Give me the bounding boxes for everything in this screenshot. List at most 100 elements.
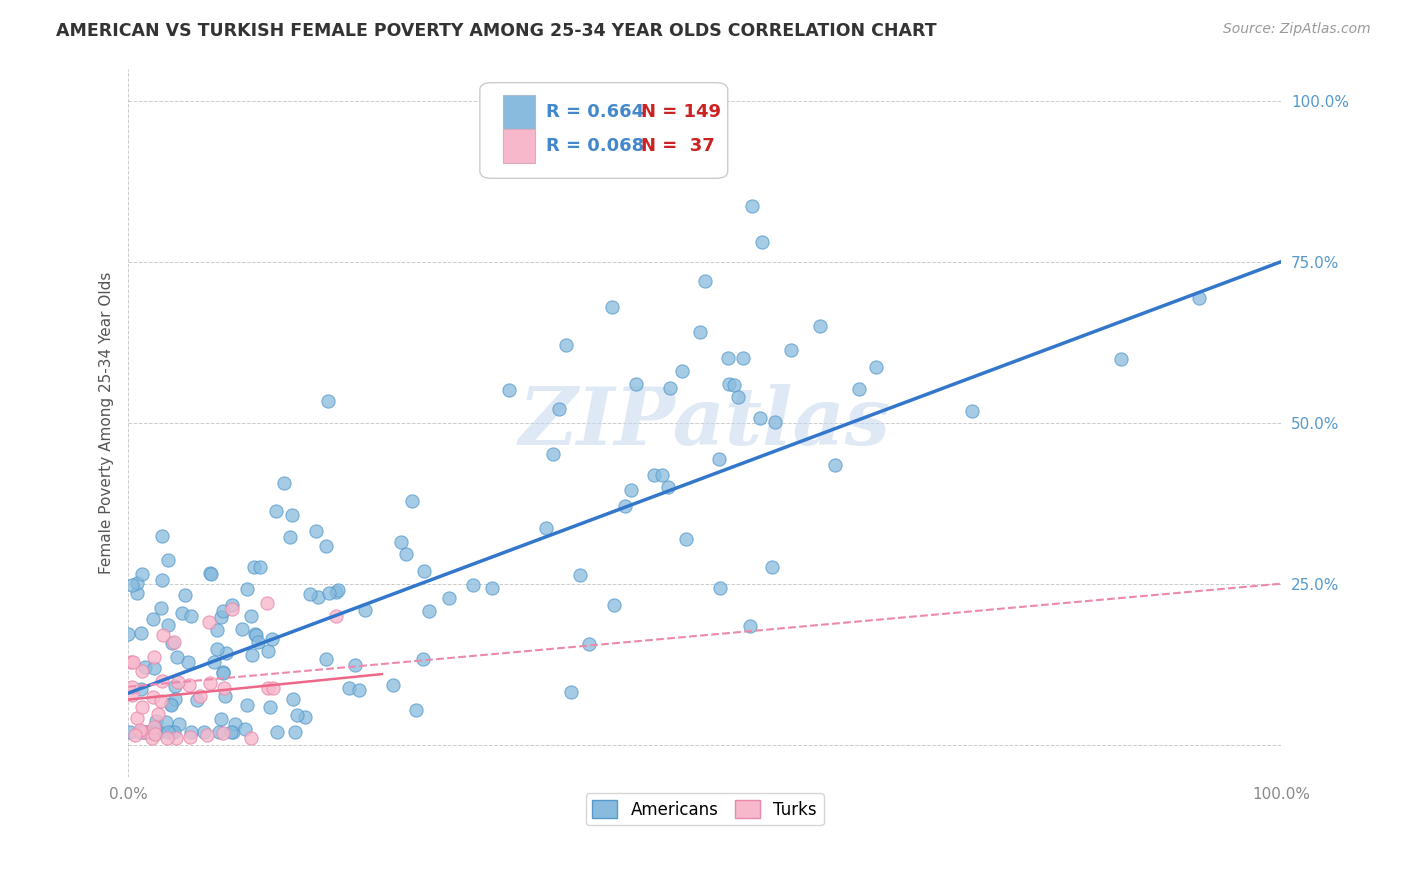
Point [243,559,266,574]
Point [437,591,460,605]
Point [246,635,269,649]
Point [134,724,156,739]
Point [763,415,786,429]
Point [354,603,377,617]
Point [120,655,142,669]
Point [602,598,624,612]
Point [602,300,624,314]
Point [186,693,208,707]
Point [212,681,235,695]
Point [240,731,263,746]
Point [143,661,166,675]
Point [717,351,740,366]
Point [305,524,328,538]
Point [717,377,740,392]
Point [624,377,647,392]
Point [395,547,418,561]
Point [281,692,304,706]
Point [689,325,711,339]
Point [325,585,347,599]
Point [155,714,177,729]
Point [198,676,221,690]
Point [131,665,153,679]
Point [211,712,233,726]
Point [198,615,221,630]
Point [163,679,186,693]
Point [202,656,225,670]
Point [150,574,173,588]
Point [278,530,301,544]
Point [498,384,520,398]
Point [723,378,745,392]
Point [212,666,235,681]
Text: AMERICAN VS TURKISH FEMALE POVERTY AMONG 25-34 YEAR OLDS CORRELATION CHART: AMERICAN VS TURKISH FEMALE POVERTY AMONG… [56,22,936,40]
Point [163,692,186,706]
Text: Source: ZipAtlas.com: Source: ZipAtlas.com [1223,22,1371,37]
Point [257,681,280,695]
Point [160,635,183,649]
Point [266,724,288,739]
Point [620,483,643,497]
Point [212,725,235,739]
Point [125,711,148,725]
Point [337,681,360,695]
Point [134,725,156,739]
Point [651,468,673,483]
Point [221,598,243,612]
Point [318,586,340,600]
Point [224,717,246,731]
Point [221,602,243,616]
Point [179,678,201,692]
Point [264,504,287,518]
Point [808,319,831,334]
Point [418,604,440,618]
Point [326,583,349,598]
Point [132,724,155,739]
Text: ZIPatlas: ZIPatlas [519,384,891,461]
Point [412,652,434,666]
Point [156,731,179,746]
Point [401,493,423,508]
Point [212,604,235,618]
Point [412,564,434,578]
Point [675,532,697,546]
Point [152,628,174,642]
Point [211,609,233,624]
Point [166,649,188,664]
Point [273,475,295,490]
Point [481,581,503,595]
Point [657,480,679,494]
Y-axis label: Female Poverty Among 25-34 Year Olds: Female Poverty Among 25-34 Year Olds [100,271,114,574]
Point [214,689,236,703]
Point [389,535,412,549]
Point [167,675,190,690]
Point [129,723,152,738]
Point [157,553,180,567]
Point [240,648,263,662]
Point [162,724,184,739]
Point [738,618,761,632]
Point [142,612,165,626]
Legend: Americans, Turks: Americans, Turks [585,793,824,825]
Point [693,274,716,288]
Point [256,644,278,658]
Point [236,582,259,596]
Point [741,199,763,213]
Point [208,724,231,739]
Point [707,452,730,467]
Point [142,690,165,704]
Point [643,467,665,482]
Point [285,708,308,723]
Point [167,717,190,731]
Point [125,575,148,590]
Point [177,655,200,669]
Point [188,689,211,703]
Point [157,724,180,739]
Point [160,698,183,712]
Point [121,681,143,695]
Point [1109,352,1132,367]
Point [727,390,749,404]
Point [193,724,215,739]
Point [173,588,195,602]
Point [124,728,146,742]
